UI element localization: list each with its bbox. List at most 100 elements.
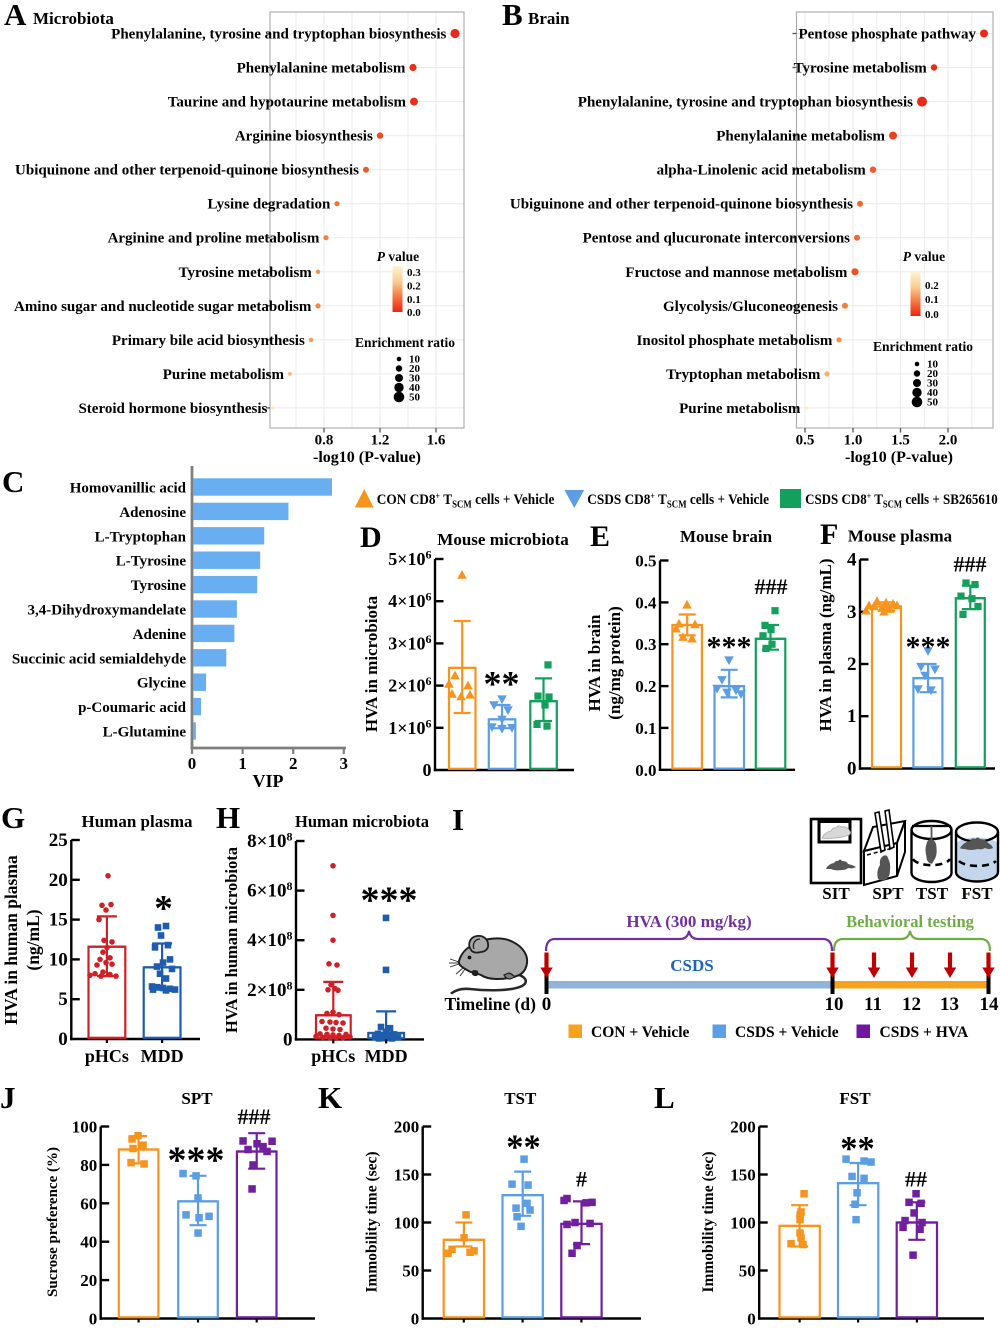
- svg-text:4×108: 4×108: [247, 929, 292, 952]
- svg-text:L-Tryptophan: L-Tryptophan: [95, 529, 187, 545]
- svg-text:0: 0: [423, 760, 432, 780]
- svg-text:Arginine and proline metabolis: Arginine and proline metabolism: [108, 231, 320, 247]
- svg-text:E: E: [590, 520, 610, 553]
- svg-text:TST: TST: [916, 884, 949, 903]
- svg-text:1: 1: [238, 754, 247, 773]
- svg-text:SPT: SPT: [872, 884, 904, 903]
- svg-text:Phenylalanine metabolism: Phenylalanine metabolism: [237, 61, 406, 77]
- svg-text:VIP: VIP: [253, 771, 284, 791]
- svg-text:20: 20: [49, 870, 68, 891]
- svg-text:-log10 (P-value): -log10 (P-value): [845, 449, 953, 466]
- svg-text:5: 5: [58, 989, 68, 1010]
- svg-text:100: 100: [394, 1214, 420, 1233]
- svg-text:K: K: [318, 1080, 342, 1115]
- svg-text:***: ***: [361, 880, 418, 922]
- svg-text:CSDS + HVA: CSDS + HVA: [880, 1024, 969, 1041]
- svg-text:Phenylalanine metabolism: Phenylalanine metabolism: [716, 129, 885, 145]
- svg-text:Mouse brain: Mouse brain: [680, 527, 773, 546]
- svg-text:*: *: [154, 889, 173, 930]
- svg-text:Adenine: Adenine: [133, 627, 187, 643]
- svg-text:12: 12: [902, 994, 921, 1015]
- svg-text:3: 3: [340, 754, 349, 773]
- svg-text:Steroid hormone biosynthesis: Steroid hormone biosynthesis: [78, 401, 267, 417]
- svg-text:15: 15: [49, 910, 68, 931]
- svg-text:G: G: [1, 800, 25, 835]
- svg-text:CSDS CD8+ TSCM cells + Vehicle: CSDS CD8+ TSCM cells + Vehicle: [587, 491, 769, 511]
- svg-text:###: ###: [755, 574, 788, 599]
- svg-text:1: 1: [847, 706, 857, 727]
- svg-text:Microbiota: Microbiota: [33, 9, 114, 28]
- svg-text:***: ***: [906, 631, 951, 664]
- svg-text:Glycine: Glycine: [137, 676, 187, 692]
- svg-text:40: 40: [80, 1233, 97, 1252]
- svg-text:alpha-Linolenic acid metabolis: alpha-Linolenic acid metabolism: [657, 163, 867, 179]
- svg-text:P value: P value: [377, 249, 419, 264]
- svg-text:FST: FST: [839, 1089, 871, 1108]
- svg-text:14: 14: [980, 994, 1000, 1015]
- svg-text:Purine metabolism: Purine metabolism: [163, 367, 285, 383]
- svg-text:20: 20: [409, 363, 421, 375]
- svg-text:30: 30: [927, 378, 939, 390]
- svg-text:CSDS CD8+ TSCM cells + SB26561: CSDS CD8+ TSCM cells + SB265610: [805, 491, 998, 511]
- svg-text:50: 50: [409, 392, 421, 404]
- svg-text:0.1: 0.1: [925, 294, 939, 306]
- svg-text:Inositol phosphate metabolism: Inositol phosphate metabolism: [637, 333, 833, 349]
- svg-text:0: 0: [411, 1310, 420, 1329]
- svg-text:Adenosine: Adenosine: [119, 505, 186, 521]
- svg-text:D: D: [360, 521, 382, 554]
- svg-text:2×106: 2×106: [388, 674, 431, 696]
- svg-text:TST: TST: [504, 1089, 537, 1108]
- svg-text:L-Tyrosine: L-Tyrosine: [116, 554, 187, 570]
- svg-text:25: 25: [49, 830, 68, 851]
- svg-text:11: 11: [864, 994, 882, 1015]
- svg-text:I: I: [452, 802, 464, 837]
- svg-text:50: 50: [927, 397, 939, 409]
- svg-text:0: 0: [58, 1029, 68, 1050]
- svg-text:Fructose and mannose metabolis: Fructose and mannose metabolism: [625, 265, 848, 281]
- svg-text:Ubiguinone and other terpenoid: Ubiguinone and other terpenoid-quinone b…: [510, 197, 853, 213]
- svg-text:0.1: 0.1: [407, 294, 421, 306]
- svg-text:10: 10: [409, 354, 421, 366]
- svg-text:0.0: 0.0: [407, 307, 421, 319]
- svg-text:Immobility time (sec): Immobility time (sec): [364, 1151, 381, 1292]
- svg-text:A: A: [4, 0, 27, 32]
- svg-text:0: 0: [283, 1029, 293, 1050]
- svg-text:0.2: 0.2: [407, 281, 421, 293]
- svg-text:C: C: [2, 464, 24, 499]
- svg-text:0: 0: [747, 1310, 756, 1329]
- svg-text:(ng/mL): (ng/mL): [23, 909, 43, 970]
- svg-text:Enrichment ratio: Enrichment ratio: [355, 335, 455, 350]
- svg-text:10: 10: [825, 994, 844, 1015]
- svg-text:HVA in human plasma: HVA in human plasma: [1, 855, 21, 1025]
- svg-text:###: ###: [238, 1104, 271, 1129]
- svg-text:Immobility time (sec): Immobility time (sec): [700, 1151, 717, 1292]
- svg-text:Tyrosine: Tyrosine: [131, 578, 187, 594]
- svg-text:2: 2: [289, 754, 298, 773]
- svg-text:100: 100: [730, 1214, 756, 1233]
- svg-text:Arginine biosynthesis: Arginine biosynthesis: [235, 129, 373, 145]
- svg-text:40: 40: [409, 382, 421, 394]
- svg-text:Mouse plasma: Mouse plasma: [848, 527, 953, 546]
- svg-text:HVA in plasma (ng/mL): HVA in plasma (ng/mL): [816, 558, 835, 731]
- svg-text:CSDS: CSDS: [670, 956, 713, 975]
- svg-text:Tryptophan metabolism: Tryptophan metabolism: [666, 367, 821, 383]
- svg-text:Primary bile acid biosynthesis: Primary bile acid biosynthesis: [112, 333, 305, 349]
- svg-text:**: **: [840, 1130, 875, 1168]
- svg-text:2×108: 2×108: [247, 978, 292, 1001]
- svg-text:0.5: 0.5: [635, 552, 656, 571]
- svg-text:20: 20: [927, 368, 939, 380]
- svg-text:Tyrosine metabolism: Tyrosine metabolism: [179, 265, 313, 281]
- svg-text:MDD: MDD: [141, 1046, 184, 1066]
- svg-text:Mouse microbiota: Mouse microbiota: [437, 530, 569, 549]
- svg-text:0: 0: [89, 1310, 98, 1329]
- svg-text:30: 30: [409, 373, 421, 385]
- svg-text:0.4: 0.4: [635, 593, 657, 612]
- svg-text:1.0: 1.0: [844, 433, 863, 449]
- svg-text:0.2: 0.2: [925, 280, 939, 292]
- svg-text:###: ###: [954, 552, 987, 577]
- svg-text:0.0: 0.0: [635, 761, 656, 780]
- svg-text:Taurine and hypotaurine metabo: Taurine and hypotaurine metabolism: [168, 95, 407, 111]
- svg-text:Phenylalanine, tyrosine and tr: Phenylalanine, tyrosine and tryptophan b…: [578, 95, 913, 111]
- svg-text:0.1: 0.1: [635, 719, 656, 738]
- svg-text:**: **: [484, 664, 520, 704]
